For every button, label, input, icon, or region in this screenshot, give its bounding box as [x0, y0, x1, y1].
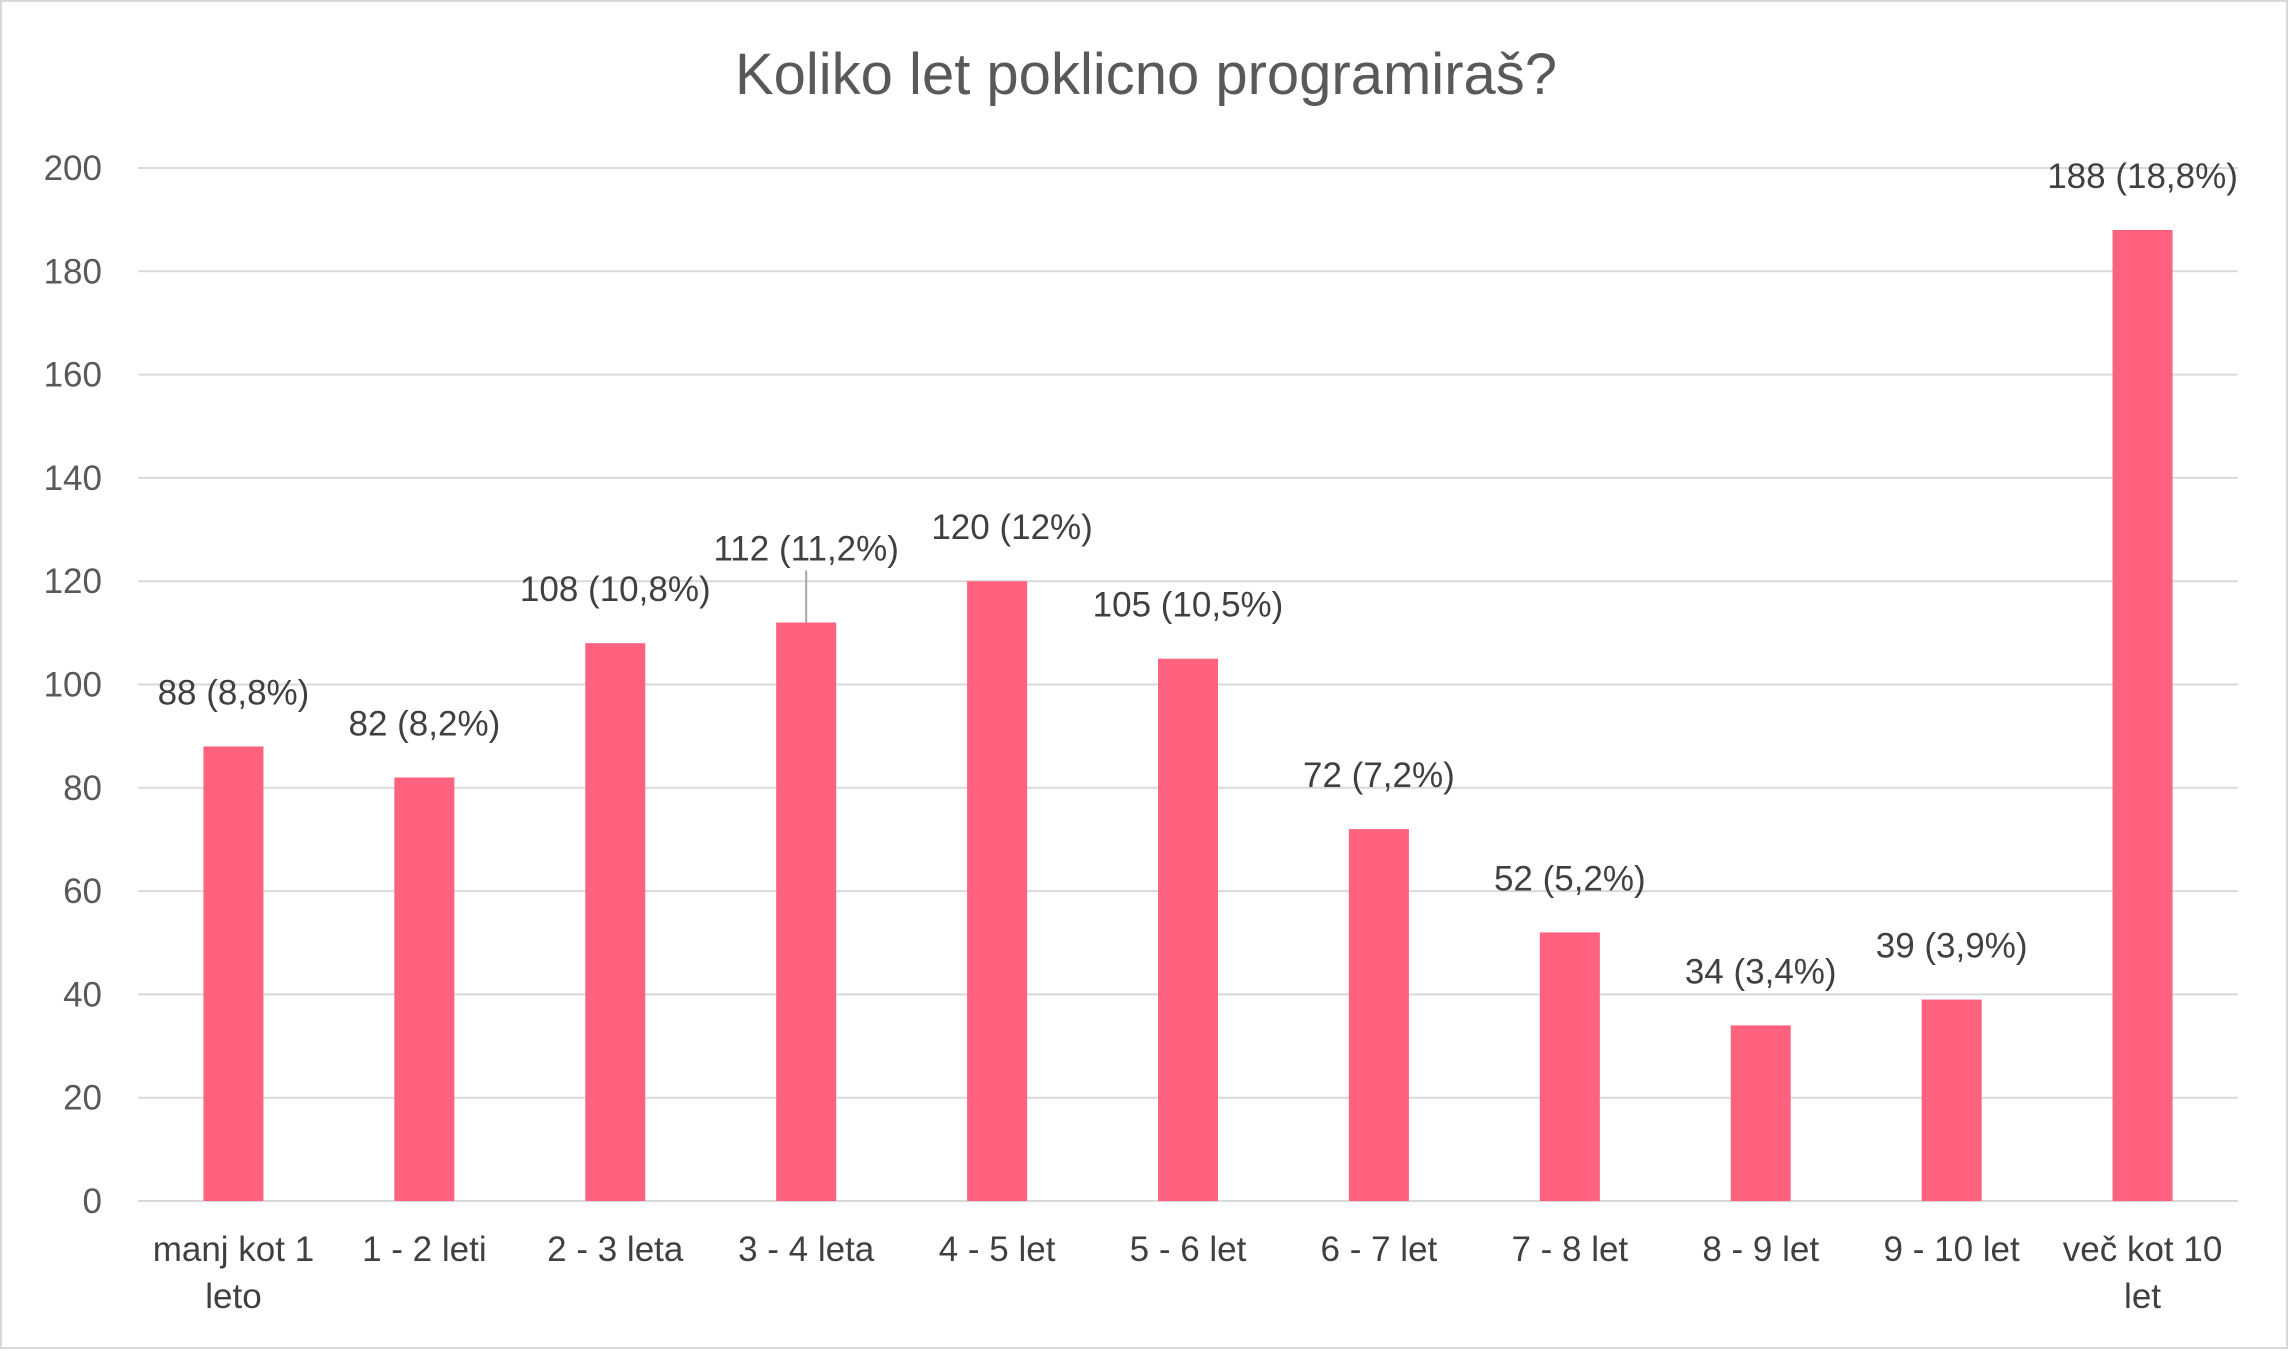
- bar: [203, 746, 264, 1201]
- x-category-label: 4 - 5 let: [939, 1230, 1056, 1269]
- y-tick-label: 20: [63, 1079, 102, 1118]
- x-category-label: 8 - 9 let: [1702, 1230, 1819, 1269]
- data-label: 112 (11,2%): [713, 530, 898, 569]
- bar: [1348, 829, 1409, 1201]
- y-tick-label: 100: [44, 666, 102, 705]
- x-category-label: 1 - 2 leti: [362, 1230, 487, 1269]
- bar: [967, 581, 1028, 1201]
- data-label: 39 (3,9%): [1876, 927, 2028, 966]
- bar: [1921, 999, 1982, 1201]
- data-label: 188 (18,8%): [2047, 157, 2238, 196]
- bar: [1539, 932, 1600, 1201]
- data-label: 108 (10,8%): [520, 570, 711, 609]
- x-category-label: 3 - 4 leta: [738, 1230, 875, 1269]
- data-label: 105 (10,5%): [1093, 586, 1284, 625]
- x-category-label: leto: [205, 1277, 261, 1316]
- bars: [203, 229, 2173, 1202]
- y-tick-label: 180: [44, 252, 102, 291]
- data-label: 82 (8,2%): [348, 704, 500, 743]
- y-axis-ticks: 0 20 40 60 80 100 120 140 160 180 200: [44, 149, 102, 1221]
- y-tick-label: 0: [83, 1182, 102, 1221]
- x-category-label: 2 - 3 leta: [547, 1230, 684, 1269]
- y-tick-label: 120: [44, 562, 102, 601]
- x-axis-categories: manj kot 1 leto 1 - 2 leti 2 - 3 leta 3 - 4 …: [153, 1230, 2223, 1316]
- x-category-label: 7 - 8 let: [1511, 1230, 1628, 1269]
- data-label: 88 (8,8%): [158, 673, 310, 712]
- y-tick-label: 160: [44, 356, 102, 395]
- x-category-label: 9 - 10 let: [1884, 1230, 2020, 1269]
- data-label: 120 (12%): [931, 508, 1092, 547]
- y-tick-label: 60: [63, 872, 102, 911]
- bar: [2112, 229, 2173, 1202]
- x-category-label: 6 - 7 let: [1321, 1230, 1438, 1269]
- y-tick-label: 140: [44, 459, 102, 498]
- y-tick-label: 200: [44, 149, 102, 188]
- x-category-label: let: [2124, 1277, 2161, 1316]
- data-label: 52 (5,2%): [1494, 859, 1646, 898]
- data-label: 72 (7,2%): [1303, 756, 1455, 795]
- bar: [394, 777, 455, 1201]
- bar: [1158, 658, 1218, 1201]
- x-category-label: 5 - 6 let: [1130, 1230, 1247, 1269]
- y-tick-label: 40: [63, 975, 102, 1014]
- data-label: 34 (3,4%): [1685, 952, 1837, 991]
- bar: [585, 643, 646, 1201]
- y-tick-label: 80: [63, 769, 102, 808]
- x-category-label: manj kot 1: [153, 1230, 314, 1269]
- data-labels: 88 (8,8%) 82 (8,2%) 108 (10,8%)112 (11,2%)…: [158, 157, 2238, 991]
- chart-title: Koliko let poklicno programiraš?: [735, 42, 1557, 107]
- bar: [1730, 1025, 1791, 1201]
- bar: [776, 622, 837, 1201]
- x-category-label: več kot 10: [2063, 1230, 2223, 1269]
